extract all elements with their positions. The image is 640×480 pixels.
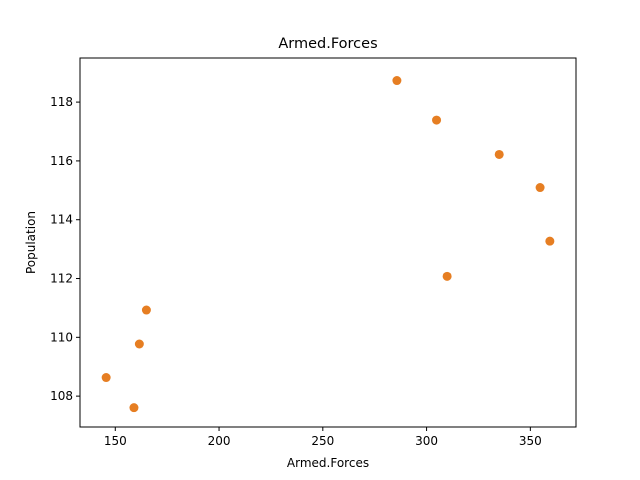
x-tick-label: 150 <box>104 434 127 448</box>
data-point <box>392 76 402 86</box>
data-points <box>101 76 555 413</box>
x-axis-ticks: 150 200 250 300 350 <box>104 427 542 448</box>
data-point <box>129 403 139 413</box>
plot-frame <box>79 57 577 428</box>
y-tick-label: 118 <box>50 95 73 109</box>
data-point <box>545 236 555 246</box>
x-axis-label: Armed.Forces <box>287 456 369 470</box>
y-tick-label: 112 <box>50 272 73 286</box>
y-axis-ticks: 108 110 112 114 116 118 <box>50 95 80 403</box>
y-tick-label: 116 <box>50 154 73 168</box>
data-point <box>141 305 151 315</box>
data-point <box>535 183 545 193</box>
x-tick-label: 200 <box>208 434 231 448</box>
data-point <box>442 271 452 281</box>
y-tick-label: 114 <box>50 213 73 227</box>
y-axis-label: Population <box>24 211 38 274</box>
data-point <box>432 115 442 125</box>
x-tick-label: 300 <box>415 434 438 448</box>
y-tick-label: 108 <box>50 389 73 403</box>
chart-title: Armed.Forces <box>278 36 377 52</box>
x-tick-label: 350 <box>519 434 542 448</box>
x-tick-label: 250 <box>311 434 334 448</box>
data-point <box>101 373 111 383</box>
data-point <box>134 339 144 349</box>
y-tick-label: 110 <box>50 330 73 344</box>
data-point <box>494 149 504 159</box>
